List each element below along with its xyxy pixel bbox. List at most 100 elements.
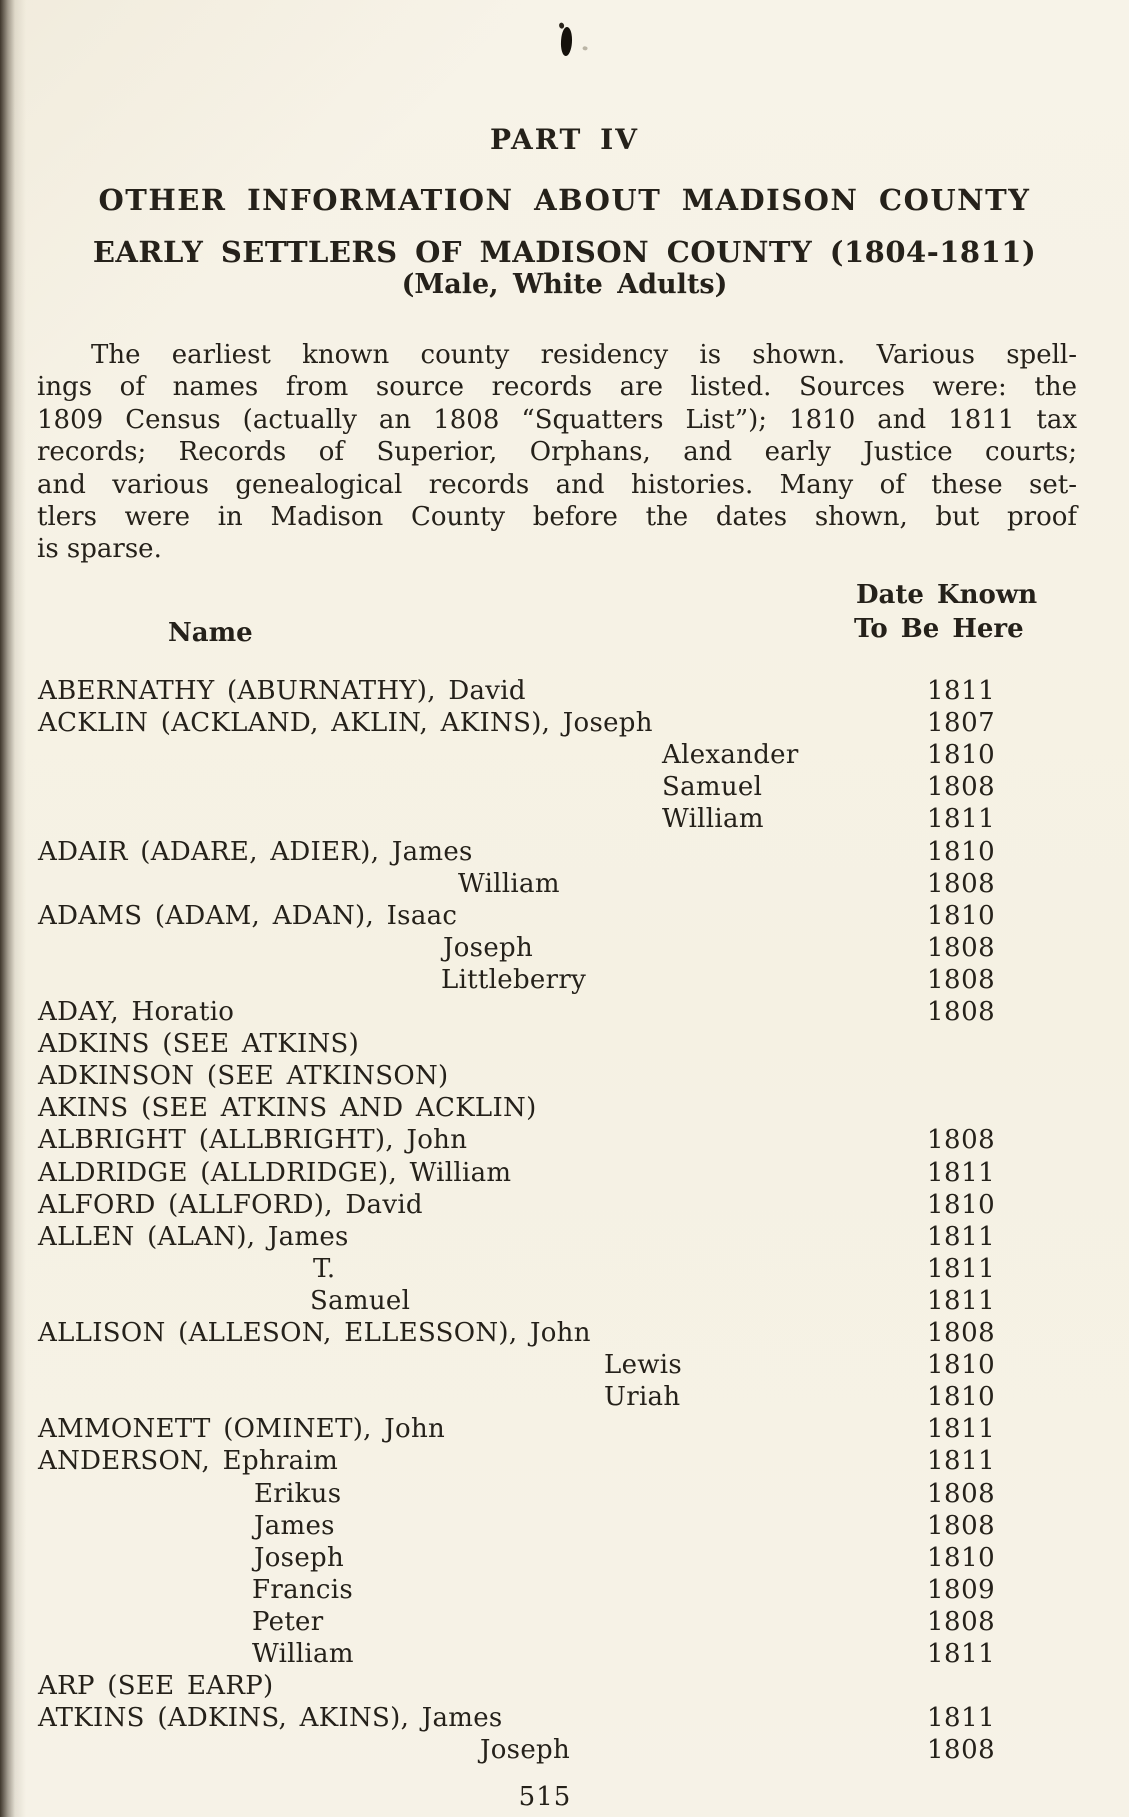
settler-name: Lewis [604,1350,683,1380]
settler-name: William [458,869,560,899]
settler-name: ADAIR (ADARE, ADIER), James [38,837,473,867]
settler-date: 1808 [927,1125,996,1155]
settler-date: 1811 [927,1414,996,1444]
ink-blot-mark [560,26,573,57]
table-row: ADKINS (SEE ATKINS) [0,1029,1129,1061]
settler-name: Samuel [310,1286,411,1316]
table-row: ACKLIN (ACKLAND, AKLIN, AKINS), Joseph 18… [0,708,1129,740]
settler-name: ALDRIDGE (ALLDRIDGE), William [38,1158,512,1188]
settler-date: 1811 [927,1254,996,1284]
settler-name: ADKINSON (SEE ATKINSON) [38,1061,449,1091]
table-row: ALBRIGHT (ALLBRIGHT), John 1808 [0,1125,1129,1157]
table-row: T. 1811 [0,1254,1129,1286]
table-row: ATKINS (ADKINS, AKINS), James 1811 [0,1703,1129,1735]
settler-name: ADAY, Horatio [38,997,235,1027]
settler-date: 1811 [927,1639,996,1669]
settler-date: 1808 [927,1735,996,1765]
page-subtitle-2: (Male, White Adults) [401,269,728,300]
intro-line: ings of names from source records are li… [37,372,1077,403]
settler-date: 1811 [927,1446,996,1476]
page-number: 515 [518,1782,572,1812]
table-row: Lewis 1810 [0,1350,1129,1382]
settler-date: 1810 [927,901,996,931]
settler-name: ALLEN (ALAN), James [38,1222,349,1252]
settler-name: James [254,1511,335,1541]
settler-date: 1811 [927,1158,996,1188]
settler-name: ADKINS (SEE ATKINS) [38,1029,360,1059]
table-row: William 1811 [0,1639,1129,1671]
intro-line: The earliest known county residency is s… [91,340,1077,370]
intro-line: 1809 Census (actually an 1808 “Squatters… [37,404,1077,435]
intro-line: and various genealogical records and his… [37,469,1077,500]
table-row: ALDRIDGE (ALLDRIDGE), William 1811 [0,1158,1129,1190]
table-row: Erikus 1808 [0,1479,1129,1511]
table-row: William 1811 [0,804,1129,836]
settler-name: Joseph [480,1735,570,1765]
settler-name: AMMONETT (OMINET), John [38,1414,446,1444]
settler-name: ANDERSON, Ephraim [38,1446,339,1476]
intro-line: is sparse. [37,534,162,565]
settler-date: 1810 [927,740,996,770]
table-row: James 1808 [0,1511,1129,1543]
table-row: Francis 1809 [0,1575,1129,1607]
settler-name: ALLISON (ALLESON, ELLESSON), John [38,1318,591,1348]
table-row: Joseph 1808 [0,933,1129,965]
settler-name: ALFORD (ALLFORD), David [38,1190,423,1220]
settler-date: 1811 [927,1703,996,1733]
table-row: AKINS (SEE ATKINS AND ACKLIN) [0,1093,1129,1125]
table-row: AMMONETT (OMINET), John 1811 [0,1414,1129,1446]
page-subtitle: EARLY SETTLERS OF MADISON COUNTY (1804-1… [92,235,1037,269]
settler-name: Joseph [254,1543,344,1573]
table-row: Peter 1808 [0,1607,1129,1639]
settler-date: 1811 [927,1286,996,1316]
settler-date: 1809 [927,1575,996,1605]
settler-name: ABERNATHY (ABURNATHY), David [38,676,526,706]
settler-name: Uriah [604,1382,681,1412]
table-row: Samuel 1808 [0,772,1129,804]
table-row: ADAIR (ADARE, ADIER), James 1810 [0,837,1129,869]
settler-date: 1810 [927,837,996,867]
settler-name: Erikus [254,1479,342,1509]
settler-date: 1808 [927,1479,996,1509]
table-row: ADKINSON (SEE ATKINSON) [0,1061,1129,1093]
part-heading: PART IV [490,123,639,156]
settler-name: ALBRIGHT (ALLBRIGHT), John [38,1125,468,1155]
settler-name: William [252,1639,354,1669]
settler-name: Joseph [443,933,533,963]
table-row: ALFORD (ALLFORD), David 1810 [0,1190,1129,1222]
settler-date: 1808 [927,772,996,802]
table-row: ADAY, Horatio 1808 [0,997,1129,1029]
table-row: ARP (SEE EARP) [0,1671,1129,1703]
page-title: OTHER INFORMATION ABOUT MADISON COUNTY [98,183,1031,217]
settler-name: Alexander [662,740,799,770]
table-row: ANDERSON, Ephraim 1811 [0,1446,1129,1478]
settler-date: 1808 [927,933,996,963]
settler-name: William [662,804,764,834]
date-column-header-line1: Date Known [856,580,1038,610]
settler-name: Samuel [662,772,763,802]
intro-line: records; Records of Superior, Orphans, a… [37,437,1077,468]
settler-date: 1808 [927,1607,996,1637]
table-row: Uriah 1810 [0,1382,1129,1414]
settler-name: ACKLIN (ACKLAND, AKLIN, AKINS), Joseph [38,708,653,738]
date-column-header-line2: To Be Here [854,614,1024,644]
settler-date: 1808 [927,965,996,995]
settler-name: AKINS (SEE ATKINS AND ACKLIN) [38,1093,537,1123]
table-row: Littleberry 1808 [0,965,1129,997]
settler-date: 1810 [927,1543,996,1573]
table-row: ADAMS (ADAM, ADAN), Isaac 1810 [0,901,1129,933]
intro-line: tlers were in Madison County before the … [37,502,1077,533]
table-row: Samuel 1811 [0,1286,1129,1318]
settler-name: ADAMS (ADAM, ADAN), Isaac [38,901,458,931]
settler-date: 1808 [927,1511,996,1541]
settler-name: ARP (SEE EARP) [38,1671,274,1701]
settler-name: Littleberry [441,965,587,995]
settler-date: 1807 [927,708,996,738]
settler-date: 1811 [927,804,996,834]
settler-date: 1808 [927,997,996,1027]
settler-date: 1810 [927,1382,996,1412]
settler-date: 1810 [927,1350,996,1380]
table-row: ALLISON (ALLESON, ELLESSON), John 1808 [0,1318,1129,1350]
table-row: Alexander 1810 [0,740,1129,772]
